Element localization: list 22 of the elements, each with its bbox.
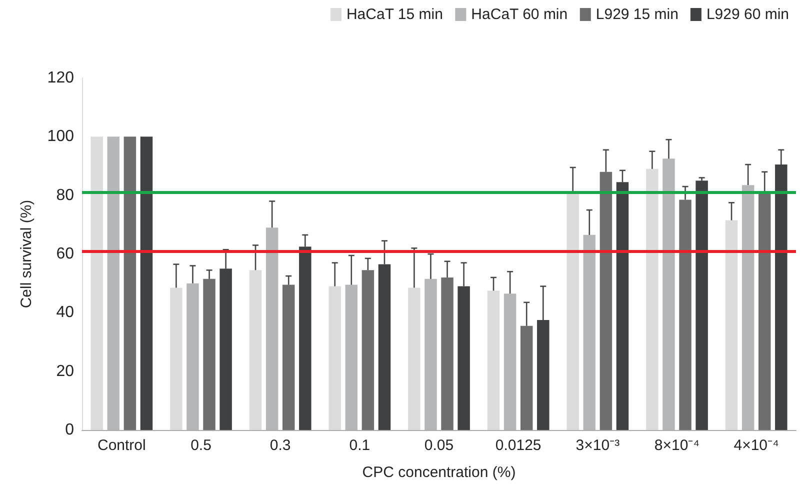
x-tick-label: 4×10⁻⁴	[734, 437, 779, 454]
legend-label: L929 60 min	[706, 6, 790, 23]
x-tick-label: 0.0125	[495, 437, 542, 454]
y-tick-label: 80	[56, 186, 74, 204]
x-tick-label: 0.05	[424, 437, 454, 454]
x-tick-label: 0.5	[190, 437, 212, 454]
x-tick-label: 3×10⁻³	[576, 437, 620, 454]
legend-label: HaCaT 60 min	[471, 6, 568, 23]
x-tick-label: 8×10⁻⁴	[654, 437, 700, 454]
y-axis-title: Cell survival (%)	[18, 200, 35, 308]
x-tick-label: Control	[97, 437, 146, 454]
y-tick-label: 20	[56, 362, 74, 380]
x-axis-title: CPC concentration (%)	[362, 464, 516, 481]
legend-label: L929 15 min	[596, 6, 678, 23]
y-tick-label: 0	[65, 422, 74, 438]
x-tick-label: 0.1	[349, 437, 370, 454]
y-tick-label: 120	[47, 70, 74, 86]
y-tick-label: 100	[47, 128, 74, 146]
x-tick-label: 0.3	[270, 437, 291, 454]
legend-label: HaCaT 15 min	[346, 6, 443, 23]
y-tick-label: 60	[56, 246, 74, 262]
y-tick-label: 40	[56, 304, 74, 322]
